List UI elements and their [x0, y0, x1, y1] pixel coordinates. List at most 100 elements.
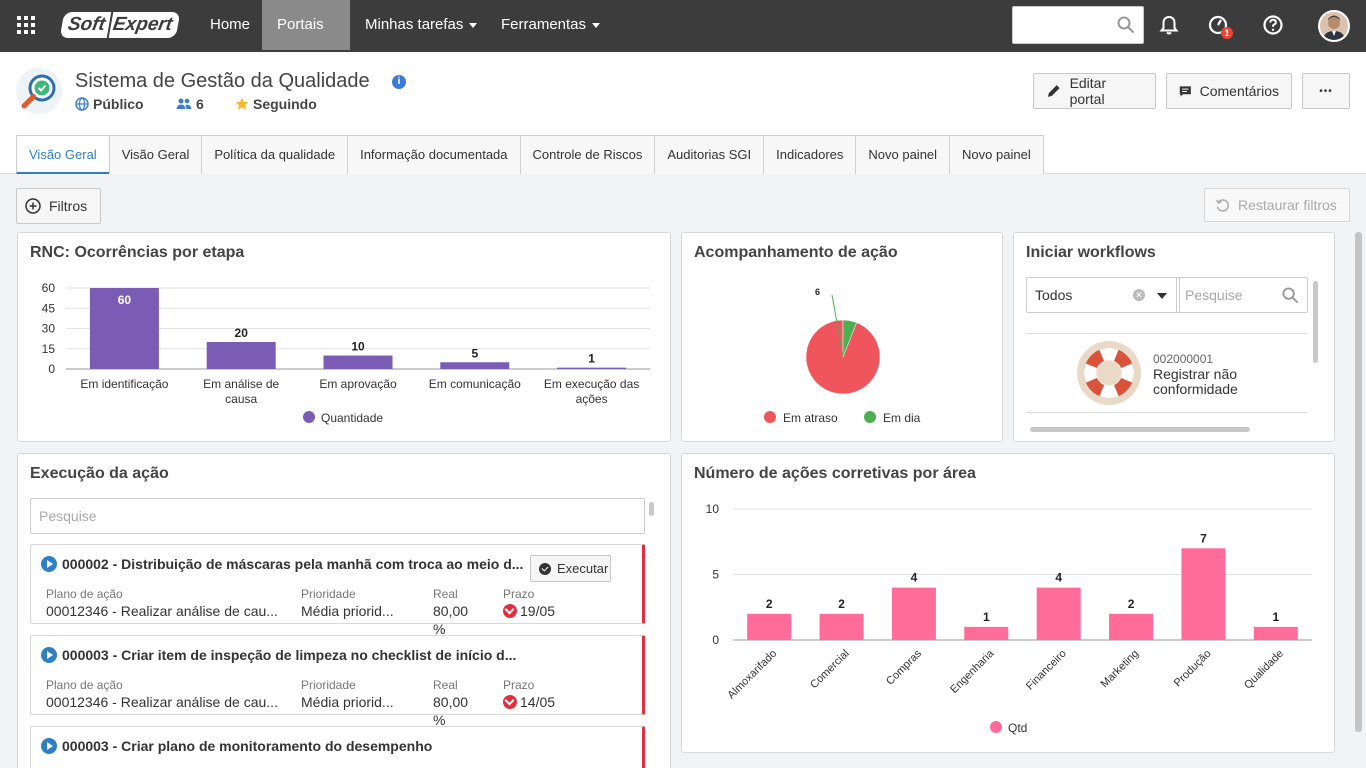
- user-photo-icon: [1320, 12, 1348, 40]
- globe-icon: [75, 97, 89, 111]
- lifebuoy-icon: [1077, 341, 1141, 405]
- legend-marker: [990, 721, 1002, 733]
- action-list-item[interactable]: 000003 - Criar plano de monitoramento do…: [30, 726, 645, 768]
- logo-soft-text: Soft: [59, 12, 112, 38]
- action-execution-title: Execução da ação: [30, 465, 169, 482]
- restore-filters-button[interactable]: Restaurar filtros: [1204, 188, 1350, 222]
- play-circle-icon: [41, 738, 57, 754]
- bar: [964, 626, 1009, 640]
- user-avatar[interactable]: [1318, 10, 1350, 42]
- execute-button[interactable]: Executar: [530, 555, 611, 582]
- bar-data-label: 1: [983, 610, 990, 624]
- chevron-down-icon: [469, 22, 478, 28]
- x-tick-label: Compras: [884, 647, 924, 687]
- y-tick-label: 15: [42, 342, 56, 356]
- y-tick-label: 5: [712, 568, 719, 582]
- bar: [1253, 626, 1298, 640]
- x-tick-label: Financeiro: [1024, 648, 1069, 693]
- deadline-date: 14/05: [520, 694, 556, 710]
- info-icon[interactable]: i: [392, 75, 406, 89]
- corrective-actions-card: Número de ações corretivas por área 0 5 10…: [681, 453, 1335, 753]
- deadline-label: Prazo: [503, 678, 535, 692]
- tab-politica-qualidade[interactable]: Política da qualidade: [201, 135, 349, 174]
- search-icon[interactable]: [1282, 287, 1299, 304]
- workflow-horizontal-scrollbar[interactable]: [1030, 427, 1250, 432]
- bar: [1036, 587, 1081, 640]
- tab-indicadores[interactable]: Indicadores: [763, 135, 857, 174]
- bar: [819, 613, 864, 640]
- quality-search-icon: [21, 74, 56, 109]
- action-tracking-pie-chart: 6 Em atraso Em dia: [764, 287, 921, 425]
- nav-portais[interactable]: Portais: [262, 0, 350, 78]
- priority-label: Prioridade: [301, 587, 356, 601]
- apps-grid-icon[interactable]: [17, 16, 35, 34]
- filters-button[interactable]: Filtros: [16, 188, 101, 224]
- bar-data-label: 7: [1200, 531, 1207, 545]
- start-workflows-title: Iniciar workflows: [1026, 244, 1156, 261]
- help-icon[interactable]: [1262, 14, 1284, 36]
- overdue-icon: [503, 604, 517, 618]
- bar-data-label: 60: [118, 293, 132, 307]
- y-tick-label: 60: [42, 281, 56, 295]
- workflow-item[interactable]: 002000001 Registrar não conformidade: [1026, 333, 1308, 413]
- real-unit: %: [433, 712, 446, 728]
- x-tick-label: ações: [576, 392, 608, 406]
- gauge-icon[interactable]: [1207, 14, 1229, 36]
- action-item-title: 000003 - Criar plano de monitoramento do…: [41, 738, 432, 754]
- bar: [557, 367, 627, 369]
- y-tick-label: 0: [712, 633, 719, 647]
- comments-button[interactable]: Comentários: [1166, 73, 1292, 109]
- page-vertical-scrollbar[interactable]: [1355, 232, 1362, 732]
- nav-minhas-tarefas[interactable]: Minhas tarefas: [350, 0, 492, 50]
- edit-portal-button[interactable]: Editar portal: [1033, 73, 1156, 109]
- action-item-title: 000003 - Criar item de inspeção de limpe…: [41, 647, 516, 663]
- action-list-item[interactable]: 000002 - Distribuição de máscaras pela m…: [30, 544, 645, 637]
- x-tick-label: causa: [225, 392, 257, 406]
- bell-icon[interactable]: [1158, 14, 1180, 36]
- nav-home[interactable]: Home: [195, 0, 265, 50]
- global-search-input[interactable]: [1012, 6, 1144, 44]
- search-icon[interactable]: [1117, 16, 1135, 34]
- tab-novo-painel-2[interactable]: Novo painel: [949, 135, 1044, 174]
- bar-data-label: 4: [911, 571, 918, 585]
- clear-icon[interactable]: ✕: [1133, 289, 1145, 301]
- overdue-icon: [503, 695, 517, 709]
- tab-informacao-documentada[interactable]: Informação documentada: [347, 135, 521, 174]
- tab-visao-geral-2[interactable]: Visão Geral: [108, 135, 203, 174]
- tab-visao-geral-1[interactable]: Visão Geral: [16, 135, 110, 174]
- legend-label: Quantidade: [321, 411, 383, 425]
- rnc-chart-title: RNC: Ocorrências por etapa: [30, 244, 245, 261]
- legend-marker: [864, 411, 876, 423]
- bar: [747, 613, 792, 640]
- bar-data-label: 1: [1272, 610, 1279, 624]
- deadline-date: 19/05: [520, 603, 556, 619]
- bar: [323, 355, 393, 369]
- nav-ferramentas[interactable]: Ferramentas: [486, 0, 615, 50]
- more-options-button[interactable]: •••: [1302, 73, 1350, 109]
- execution-vertical-scrollbar[interactable]: [649, 502, 654, 516]
- workflow-search-input[interactable]: Pesquise: [1176, 277, 1308, 313]
- workflow-type-select[interactable]: Todos ✕: [1026, 277, 1180, 313]
- tab-novo-painel-1[interactable]: Novo painel: [855, 135, 951, 174]
- chevron-down-icon[interactable]: [1157, 293, 1167, 299]
- action-list-item[interactable]: 000003 - Criar item de inspeção de limpe…: [30, 635, 645, 728]
- tab-controle-riscos[interactable]: Controle de Riscos: [519, 135, 656, 174]
- following-status[interactable]: Seguindo: [235, 96, 317, 112]
- bar: [440, 362, 510, 369]
- action-search-input[interactable]: Pesquise: [30, 498, 645, 534]
- rnc-chart-card: RNC: Ocorrências por etapa 0 15 30 45 60 60 Em…: [17, 232, 671, 442]
- softexpert-logo[interactable]: Soft Expert: [59, 12, 181, 38]
- portal-tabs: Visão Geral Visão Geral Política da qual…: [16, 135, 1044, 174]
- y-tick-label: 45: [42, 301, 56, 315]
- nav-minhas-tarefas-label: Minhas tarefas: [365, 16, 464, 33]
- tab-auditorias-sgi[interactable]: Auditorias SGI: [654, 135, 765, 174]
- real-value: 80,00: [433, 694, 469, 710]
- priority-value: Média priorid...: [301, 694, 394, 710]
- bar-data-label: 1: [588, 352, 595, 366]
- more-options-icon: •••: [1319, 85, 1333, 97]
- workflow-vertical-scrollbar[interactable]: [1313, 281, 1318, 363]
- pie-label-connector: [831, 294, 844, 357]
- legend-label: Em atraso: [783, 411, 838, 425]
- members-count[interactable]: 6: [176, 96, 204, 112]
